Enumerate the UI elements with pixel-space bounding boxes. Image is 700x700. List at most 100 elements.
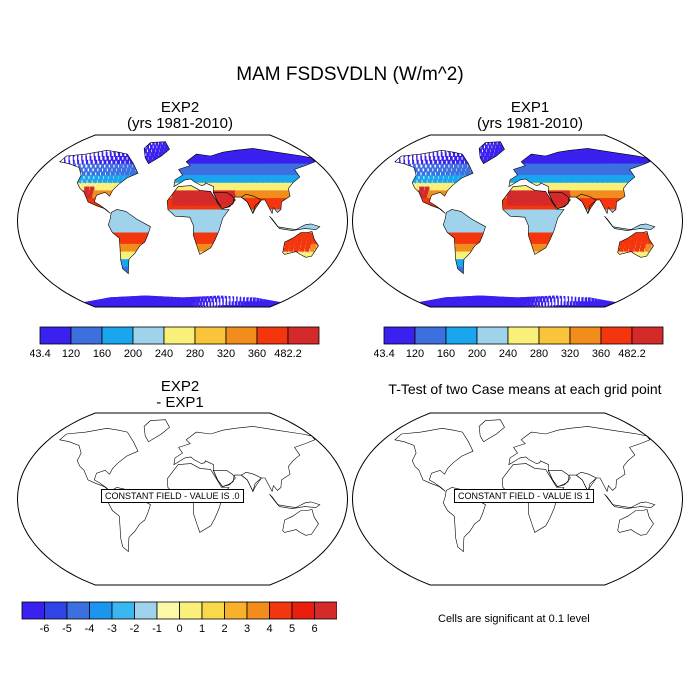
grid-cell (122, 228, 129, 234)
grid-cell (209, 209, 217, 215)
grid-cell (610, 167, 620, 173)
grid-cell (545, 221, 552, 226)
grid-cell (223, 186, 231, 192)
grid-cell (240, 301, 244, 307)
grid-cell (268, 198, 276, 203)
grid-cell (218, 305, 221, 307)
grid-cell (643, 232, 649, 238)
grid-cell (254, 156, 263, 161)
grid-cell (414, 186, 419, 192)
grid-cell (517, 190, 524, 196)
grid-cell (637, 236, 643, 242)
grid-cell (533, 243, 540, 249)
grid-cell (493, 152, 498, 157)
grid-cell (179, 301, 184, 307)
grid-cell (276, 190, 285, 196)
grid-cell (291, 163, 301, 169)
grid-cell (108, 175, 114, 180)
grid-cell (522, 194, 530, 199)
grid-cell (193, 236, 200, 242)
grid-cell (428, 152, 430, 157)
grid-cell (426, 198, 433, 203)
grid-cell (545, 217, 552, 222)
grid-cell (571, 175, 579, 180)
grid-cell (570, 152, 578, 157)
grid-cell (288, 247, 294, 253)
grid-cell (580, 190, 588, 196)
coastline-africa (166, 185, 230, 255)
grid-cell (461, 152, 464, 157)
grid-cell (473, 228, 481, 234)
grid-cell (193, 194, 200, 199)
grid-cell (84, 186, 90, 192)
grid-cell (506, 205, 513, 211)
grid-cell (506, 201, 514, 207)
grid-cell (198, 205, 206, 211)
grid-cell (482, 159, 487, 165)
grid-cell (448, 152, 451, 157)
grid-cell (209, 201, 217, 207)
grid-cell (260, 186, 268, 192)
grid-cell (534, 224, 541, 230)
grid-cell (413, 163, 416, 169)
grid-cell (197, 305, 200, 307)
grid-cell (282, 179, 291, 184)
grid-cell (220, 198, 227, 203)
grid-cell (542, 179, 549, 184)
grid-cell (194, 305, 198, 307)
grid-cell (226, 175, 234, 180)
grid-cell (517, 209, 524, 215)
grid-cell (567, 179, 575, 184)
grid-cell (290, 240, 296, 245)
grid-cell (138, 232, 146, 238)
grid-cell (240, 305, 245, 307)
grid-cell (457, 263, 465, 268)
grid-cell (549, 190, 556, 196)
grid-cell (200, 305, 203, 307)
grid-cell (564, 167, 572, 173)
grid-cell (639, 156, 651, 161)
grid-cell (268, 171, 277, 177)
grid-cell (587, 198, 595, 203)
grid-cell (248, 159, 257, 165)
grid-cell (123, 163, 128, 169)
grid-cell (560, 171, 568, 177)
grid-cell (286, 163, 296, 169)
grid-cell (572, 179, 580, 184)
grid-cell (412, 159, 415, 165)
grid-cell (127, 232, 135, 238)
grid-cell (250, 163, 259, 169)
grid-cell (215, 217, 222, 222)
grid-cell (275, 167, 285, 173)
grid-cell (587, 159, 596, 165)
grid-cell (429, 159, 433, 165)
grid-cell (194, 152, 201, 157)
grid-cell (302, 236, 308, 242)
grid-cell (209, 213, 217, 219)
grid-cell (606, 167, 615, 173)
grid-cell (565, 159, 573, 165)
grid-cell (422, 179, 427, 184)
grid-cell (222, 179, 230, 184)
grid-cell (437, 156, 440, 161)
grid-cell (607, 194, 615, 199)
grid-cell (116, 221, 123, 226)
grid-cell (552, 159, 560, 165)
grid-cell (153, 156, 158, 161)
grid-cell (528, 194, 535, 199)
grid-cell (123, 243, 131, 249)
grid-cell (512, 175, 519, 180)
grid-cell (568, 167, 576, 173)
grid-cell (634, 247, 640, 253)
grid-cell (198, 236, 206, 242)
grid-cell (412, 156, 414, 161)
grid-cell (649, 224, 655, 230)
grid-cell (213, 159, 220, 165)
grid-cell (155, 141, 159, 146)
grid-cell (249, 171, 258, 177)
grid-cell (587, 179, 595, 184)
grid-cell (581, 175, 589, 180)
grid-cell (587, 167, 596, 173)
grid-cell (550, 167, 557, 173)
grid-cell (213, 182, 220, 188)
